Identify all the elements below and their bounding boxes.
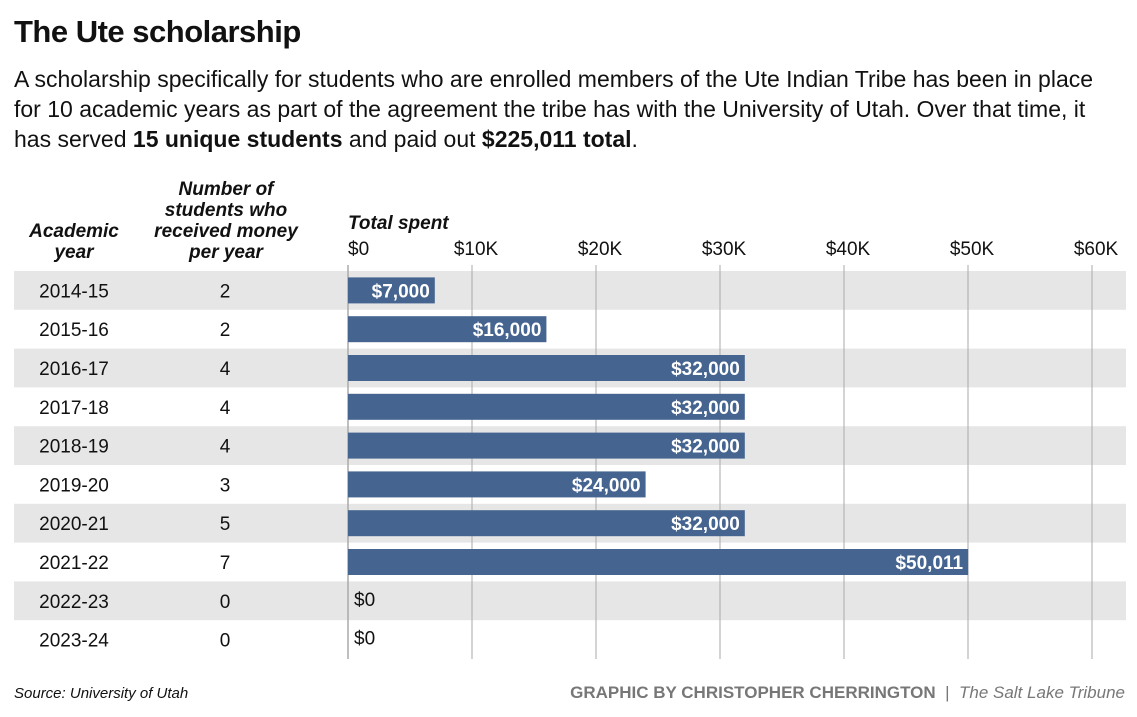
tick-label: $10K bbox=[453, 239, 499, 260]
subtitle-text: A scholarship specifically for students … bbox=[14, 66, 1094, 152]
row-band bbox=[14, 581, 1126, 621]
tick-label: $50K bbox=[949, 239, 995, 260]
data-label: $50,011 bbox=[895, 553, 963, 574]
chart-subtitle: A scholarship specifically for students … bbox=[14, 64, 1124, 154]
subtitle-students: 15 unique students bbox=[132, 126, 343, 152]
source-note: Source: University of Utah bbox=[14, 685, 189, 702]
subtitle-total: $225,011 total bbox=[481, 126, 632, 152]
data-label: $7,000 bbox=[372, 281, 430, 302]
students-value: 2 bbox=[220, 281, 231, 302]
students-value: 7 bbox=[220, 553, 231, 574]
tick-label: $40K bbox=[825, 239, 871, 260]
bar bbox=[348, 355, 745, 381]
tick-label: $60K bbox=[1073, 239, 1119, 260]
year-label: 2021-22 bbox=[39, 553, 109, 574]
tick-label: $30K bbox=[701, 239, 747, 260]
bar bbox=[348, 432, 745, 459]
year-label: 2016-17 bbox=[39, 359, 109, 380]
students-value: 4 bbox=[220, 359, 231, 380]
data-label: $0 bbox=[354, 590, 375, 611]
publisher: The Salt Lake Tribune bbox=[959, 683, 1125, 702]
year-label: 2015-16 bbox=[39, 320, 109, 341]
year-label: 2014-15 bbox=[39, 281, 109, 302]
students-value: 3 bbox=[220, 475, 231, 496]
year-label: 2017-18 bbox=[39, 398, 109, 419]
year-label: 2019-20 bbox=[39, 475, 109, 496]
row-band bbox=[14, 271, 1126, 310]
bar bbox=[348, 549, 969, 575]
credit-line: GRAPHIC BY CHRISTOPHER CHERRINGTON | The… bbox=[570, 683, 1125, 703]
year-label: 2020-21 bbox=[39, 514, 109, 535]
data-label: $32,000 bbox=[671, 514, 740, 535]
data-label: $16,000 bbox=[473, 320, 542, 341]
year-label: 2018-19 bbox=[39, 437, 109, 458]
tick-label: $20K bbox=[577, 239, 623, 260]
data-label: $32,000 bbox=[671, 398, 740, 419]
year-label: 2022-23 bbox=[39, 592, 109, 613]
students-value: 2 bbox=[220, 320, 231, 341]
bar bbox=[348, 393, 745, 420]
students-value: 5 bbox=[220, 514, 231, 535]
bar bbox=[348, 277, 435, 304]
data-label: $24,000 bbox=[572, 475, 641, 496]
header-spent: Total spent bbox=[348, 213, 449, 234]
students-value: 4 bbox=[220, 437, 231, 458]
bar bbox=[348, 471, 646, 498]
header-year: Academic year bbox=[29, 221, 119, 263]
subtitle-text: . bbox=[631, 126, 638, 152]
data-label: $0 bbox=[354, 629, 375, 650]
tick-label: $0 bbox=[348, 239, 370, 260]
bar bbox=[348, 316, 547, 343]
year-label: 2023-24 bbox=[39, 631, 109, 652]
chart-title: The Ute scholarship bbox=[14, 14, 301, 49]
students-value: 0 bbox=[220, 592, 231, 613]
subtitle-text: and paid out bbox=[342, 126, 482, 152]
separator: | bbox=[945, 683, 950, 702]
data-label: $32,000 bbox=[671, 359, 740, 380]
header-students: Number of students who received money pe… bbox=[154, 179, 298, 263]
graphic-credit: GRAPHIC BY CHRISTOPHER CHERRINGTON bbox=[570, 683, 936, 702]
bar bbox=[348, 510, 745, 537]
students-value: 4 bbox=[220, 398, 231, 419]
students-value: 0 bbox=[220, 631, 231, 652]
data-label: $32,000 bbox=[671, 437, 740, 458]
